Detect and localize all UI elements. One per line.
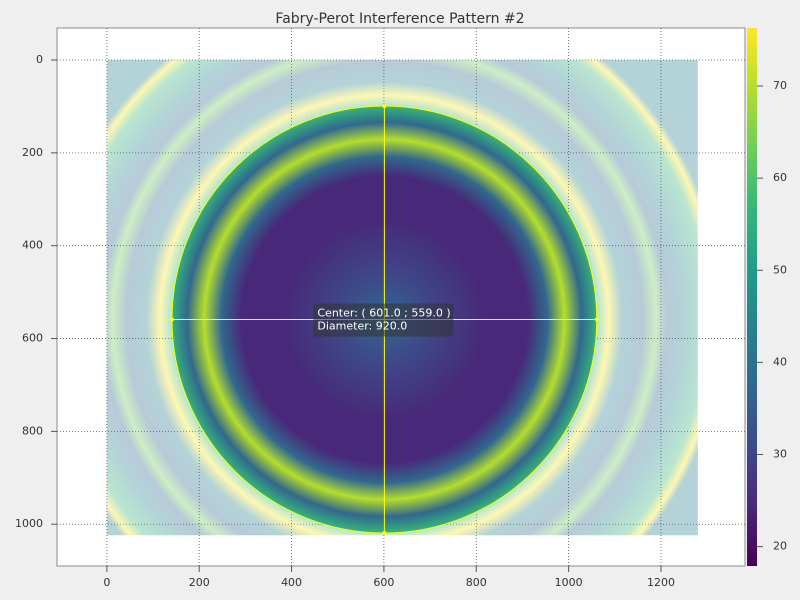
colorbar-tick-label: 40 xyxy=(773,355,787,368)
y-tick-label: 800 xyxy=(22,424,43,437)
x-tick-label: 1200 xyxy=(647,576,675,589)
handle xyxy=(594,317,599,322)
colorbar-tick-label: 20 xyxy=(773,540,787,553)
colorbar xyxy=(747,28,757,566)
y-tick-label: 0 xyxy=(36,53,43,66)
x-tick-label: 0 xyxy=(103,576,110,589)
handle xyxy=(382,103,387,108)
colorbar-tick-label: 50 xyxy=(773,263,787,276)
shape-label: Center: ( 601.0 ; 559.0 ) xyxy=(317,307,450,320)
y-tick-label: 600 xyxy=(22,332,43,345)
x-tick-label: 1000 xyxy=(555,576,583,589)
colorbar-tick-label: 70 xyxy=(773,79,787,92)
handle xyxy=(169,317,174,322)
label-box xyxy=(313,303,454,337)
y-tick-label: 200 xyxy=(22,146,43,159)
colorbar-tick-label: 30 xyxy=(773,448,787,461)
chart-title: Fabry-Perot Interference Pattern #2 xyxy=(275,11,524,27)
shape-label: Diameter: 920.0 xyxy=(317,320,407,333)
y-tick-label: 400 xyxy=(22,239,43,252)
colorbar-tick-label: 60 xyxy=(773,171,787,184)
handle xyxy=(382,531,387,536)
x-tick-label: 600 xyxy=(373,576,394,589)
x-tick-label: 800 xyxy=(466,576,487,589)
x-tick-label: 400 xyxy=(281,576,302,589)
y-tick-label: 1000 xyxy=(15,517,43,530)
x-tick-label: 200 xyxy=(189,576,210,589)
